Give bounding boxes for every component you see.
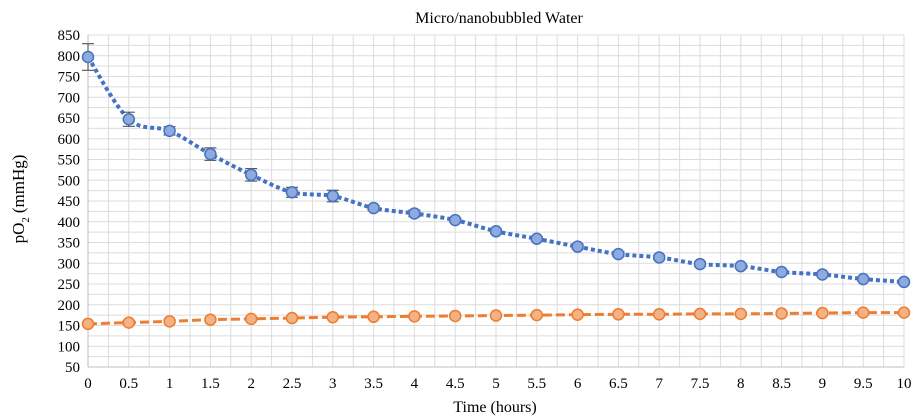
y-axis-label-main: pO: [9, 223, 28, 244]
data-point: [856, 272, 870, 286]
data-point: [122, 316, 136, 329]
data-point: [775, 307, 788, 320]
x-tick-label: 1: [166, 376, 174, 392]
x-tick-label: 0: [84, 376, 92, 392]
data-point: [612, 308, 625, 321]
data-point: [612, 247, 625, 261]
chart-title: Micro/nanobubbled Water: [415, 10, 583, 27]
y-tick-label: 50: [65, 360, 80, 376]
y-tick-label: 250: [58, 277, 81, 293]
data-point: [897, 275, 911, 289]
data-point: [163, 124, 176, 138]
data-point: [489, 309, 503, 322]
series-1: [81, 43, 911, 289]
x-tick-label: 6.5: [609, 376, 628, 392]
x-tick-label: 8: [737, 376, 745, 392]
x-tick-label: 8.5: [772, 376, 791, 392]
data-point: [693, 257, 707, 271]
y-tick-label: 450: [58, 194, 81, 210]
data-point: [775, 265, 788, 279]
x-tick-label: 5: [492, 376, 500, 392]
y-tick-label: 350: [58, 236, 81, 252]
data-point: [326, 189, 340, 203]
data-point: [530, 232, 544, 246]
data-point: [571, 240, 584, 253]
data-point: [448, 213, 462, 227]
x-tick-label: 3: [329, 376, 337, 392]
y-tick-label: 600: [58, 132, 81, 148]
data-point: [367, 201, 380, 215]
y-tick-label: 200: [58, 298, 81, 314]
x-tick-label: 7.5: [691, 376, 710, 392]
data-point: [734, 259, 748, 273]
data-point: [163, 315, 176, 328]
y-tick-label: 750: [58, 70, 81, 86]
data-point: [652, 251, 666, 264]
data-point: [856, 306, 870, 319]
data-point: [204, 147, 217, 161]
y-tick-label: 300: [58, 256, 81, 272]
x-tick-labels: 0 0.5 1 1.5 2 2.5 3 3.5 4 4.5 5 5.5 6 6.5 7 7.5 8 8.5 9 9.5…: [84, 376, 911, 392]
x-tick-label: 7: [655, 376, 663, 392]
data-point: [897, 306, 911, 319]
y-tick-label: 400: [58, 215, 81, 231]
y-tick-label: 650: [58, 111, 81, 127]
x-tick-label: 5.5: [527, 376, 546, 392]
y-tick-label: 800: [58, 49, 81, 65]
x-tick-label: 10: [897, 376, 912, 392]
data-point: [448, 309, 462, 323]
data-point: [285, 311, 299, 325]
x-tick-label: 1.5: [201, 376, 220, 392]
series-2: [81, 306, 911, 331]
x-tick-label: 4: [411, 376, 419, 392]
x-tick-label: 2.5: [283, 376, 302, 392]
data-point: [81, 317, 95, 331]
data-point: [652, 308, 666, 321]
series-layer: [81, 43, 911, 331]
y-tick-label: 150: [58, 319, 81, 335]
x-tick-label: 3.5: [364, 376, 383, 392]
y-tick-label: 550: [58, 153, 81, 169]
data-point: [734, 307, 748, 321]
x-tick-label: 0.5: [119, 376, 138, 392]
data-point: [326, 310, 340, 324]
y-tick-label: 500: [58, 173, 81, 189]
data-point: [244, 312, 258, 326]
data-point: [693, 307, 707, 321]
x-tick-label: 4.5: [446, 376, 465, 392]
data-point: [530, 308, 544, 322]
y-axis-label-unit: (mmHg): [9, 155, 28, 214]
y-axis-label-sub: 2: [20, 217, 32, 223]
y-tick-labels: 50 100 150 200 250 300 350 400 450 500 550 600 650 70…: [58, 28, 81, 376]
y-tick-label: 100: [58, 339, 81, 355]
data-point: [285, 186, 299, 199]
data-point: [244, 168, 258, 182]
data-point: [408, 207, 421, 220]
data-point: [489, 225, 503, 238]
x-axis-label: Time (hours): [453, 399, 536, 416]
y-axis-label: pO2 (mmHg): [9, 155, 32, 244]
y-tick-label: 700: [58, 90, 81, 106]
data-point: [408, 310, 421, 323]
data-point: [81, 50, 95, 64]
x-tick-label: 2: [247, 376, 255, 392]
data-point: [816, 268, 829, 281]
data-point: [816, 306, 829, 320]
x-tick-label: 9.5: [854, 376, 873, 392]
x-tick-label: 6: [574, 376, 582, 392]
axes: [87, 35, 904, 368]
x-tick-label: 9: [819, 376, 827, 392]
data-point: [204, 313, 217, 326]
data-point: [571, 308, 584, 321]
data-point: [367, 310, 380, 324]
data-point: [122, 112, 136, 126]
y-tick-label: 850: [58, 28, 81, 44]
